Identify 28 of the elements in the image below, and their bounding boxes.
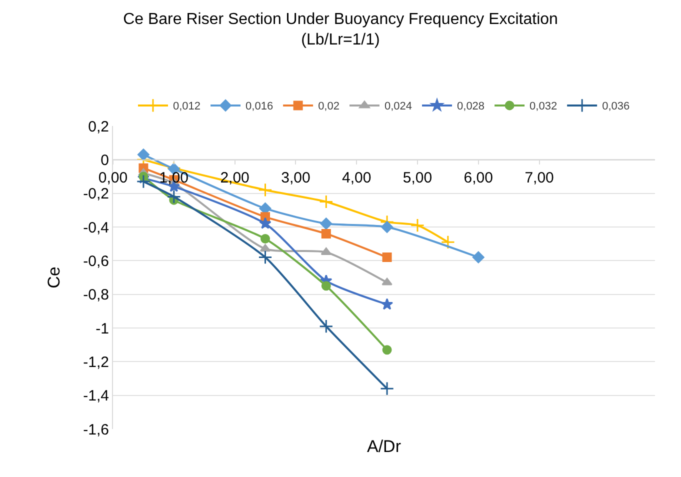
legend-label: 0,032 <box>530 100 558 113</box>
x-tick-label: 7,00 <box>524 170 554 187</box>
x-tick-label: 3,00 <box>281 170 310 187</box>
y-tick-label: -1 <box>96 320 109 338</box>
y-tick-label: 0 <box>100 152 109 169</box>
x-tick-label: 2,00 <box>220 170 250 187</box>
x-tick-label: 1,00 <box>159 170 188 187</box>
y-tick-label: -0,4 <box>83 219 109 236</box>
chart-title: Ce Bare Riser Section Under Buoyancy Frequency Excitation (Lb/Lr=1/1) <box>123 10 558 49</box>
legend-label: 0,012 <box>173 100 201 113</box>
y-tick-label: -1,4 <box>83 388 109 405</box>
x-axis-title: A/Dr <box>367 437 402 456</box>
legend-label: 0,036 <box>602 100 630 113</box>
x-tick-label: 6,00 <box>464 170 493 187</box>
legend-label: 0,024 <box>384 100 412 113</box>
y-tick-label: -0,8 <box>83 286 109 304</box>
x-tick-label: 5,00 <box>402 170 432 187</box>
y-tick-label: -1,2 <box>83 354 109 371</box>
legend-label: 0,028 <box>457 100 485 113</box>
legend-label: 0,016 <box>246 100 274 113</box>
y-tick-label: 0,2 <box>88 118 109 136</box>
y-axis-title: Ce <box>44 266 64 288</box>
y-tick-label: -1,6 <box>83 421 109 438</box>
x-tick-label: 0,00 <box>98 170 128 187</box>
x-tick-label: 4,00 <box>342 170 372 187</box>
y-tick-label: -0,2 <box>83 186 109 203</box>
legend-label: 0,02 <box>318 100 340 113</box>
y-tick-label: -0,6 <box>83 252 109 270</box>
